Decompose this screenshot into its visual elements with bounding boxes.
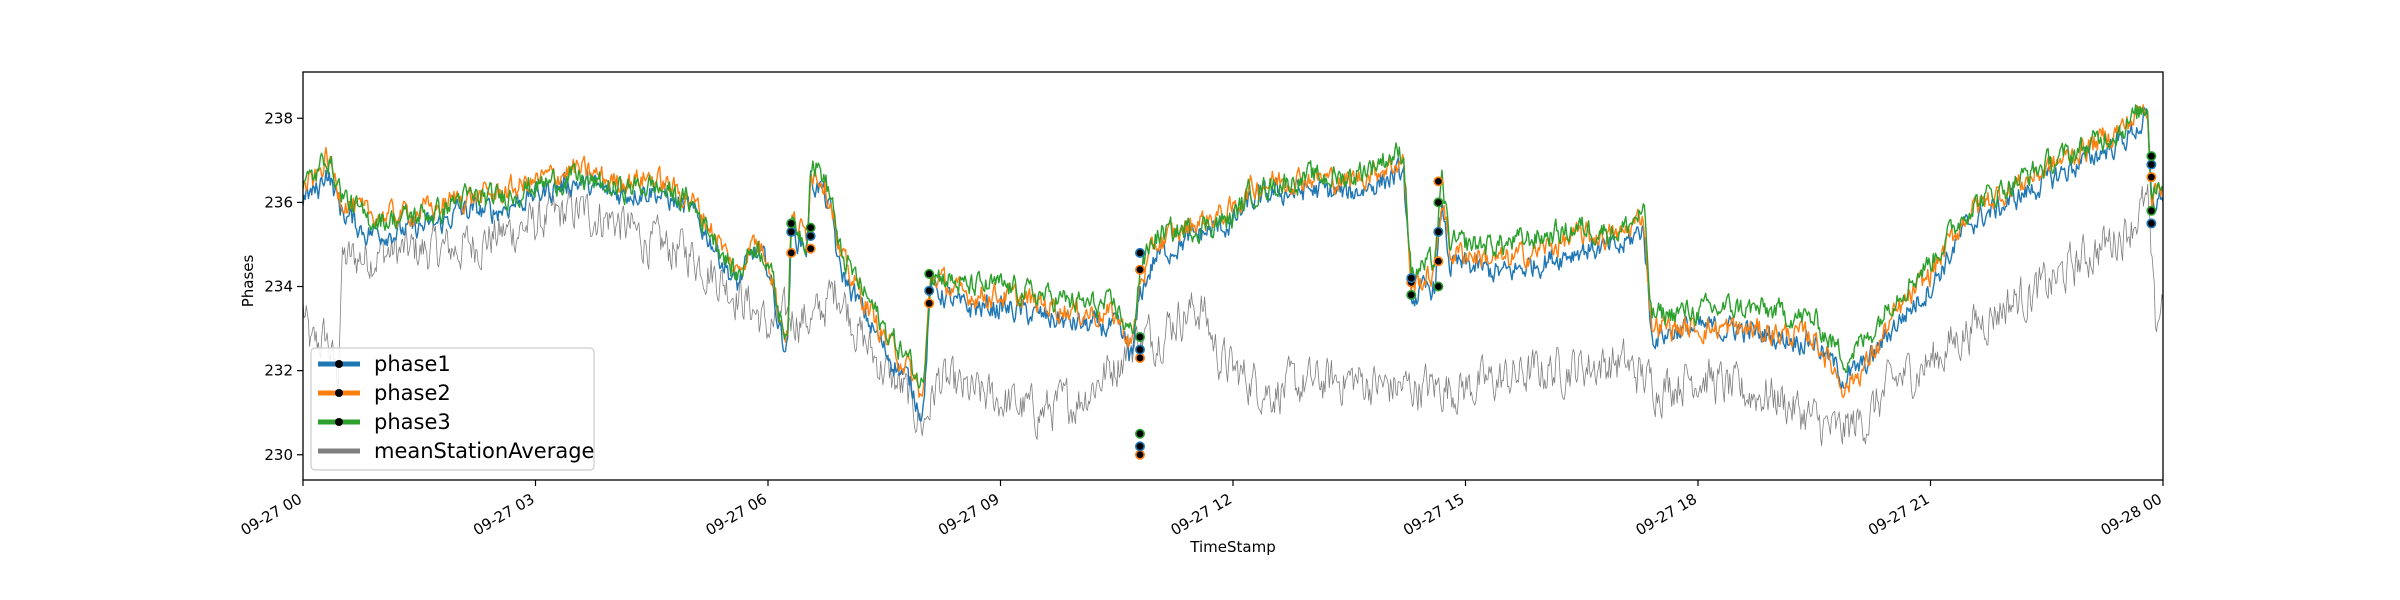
- event-marker: [1135, 441, 1146, 452]
- legend: phase1 phase2 phase3 meanStationAverage: [310, 347, 595, 471]
- y-tick-label: 238: [264, 109, 293, 127]
- legend-label-phase2: phase2: [374, 381, 451, 405]
- x-tick-label: 09-27 15: [1400, 490, 1467, 539]
- event-marker: [786, 218, 797, 229]
- event-marker: [1433, 176, 1444, 187]
- series-line-meanStationAverage: [303, 183, 2163, 447]
- x-tick-label: 09-27 06: [703, 490, 770, 539]
- series-line-phase2: [303, 104, 2163, 399]
- event-marker: [1433, 281, 1444, 292]
- x-tick-label: 09-27 18: [1633, 490, 1700, 539]
- axis-ticks: 230 232 234 236 238 09-27 00 09-27 03 09-27 06 0…: [238, 109, 2165, 539]
- event-marker: [1433, 226, 1444, 237]
- legend-marker-phase3: [335, 418, 343, 426]
- event-marker: [1135, 353, 1146, 364]
- event-marker: [805, 243, 816, 254]
- legend-label-meanStationAverage: meanStationAverage: [374, 439, 594, 463]
- legend-label-phase1: phase1: [374, 352, 451, 376]
- event-marker: [2146, 205, 2157, 216]
- event-marker: [805, 222, 816, 233]
- legend-label-phase3: phase3: [374, 410, 451, 434]
- event-marker: [924, 285, 935, 296]
- event-marker: [1433, 256, 1444, 267]
- event-marker: [1135, 331, 1146, 342]
- legend-box: [310, 347, 595, 471]
- event-marker: [1135, 428, 1146, 439]
- y-axis-label: Phases: [239, 255, 257, 308]
- legend-marker-phase1: [335, 360, 343, 368]
- y-tick-label: 232: [264, 362, 293, 380]
- x-tick-label: 09-28 00: [2098, 490, 2165, 539]
- event-marker: [924, 268, 935, 279]
- plot-frame: [302, 71, 2164, 481]
- event-marker: [2146, 151, 2157, 162]
- event-marker: [1406, 289, 1417, 300]
- y-tick-label: 234: [264, 278, 293, 296]
- event-marker: [1135, 449, 1146, 460]
- event-marker: [1433, 197, 1444, 208]
- event-marker: [1135, 247, 1146, 258]
- y-tick-label: 236: [264, 193, 293, 211]
- x-tick-label: 09-27 09: [935, 490, 1002, 539]
- event-marker: [805, 231, 816, 242]
- x-tick-label: 09-27 00: [238, 490, 305, 539]
- event-marker: [786, 226, 797, 237]
- event-marker: [2146, 172, 2157, 183]
- x-axis-label: TimeStamp: [1189, 538, 1275, 556]
- x-tick-label: 09-27 21: [1865, 490, 1932, 539]
- event-marker: [2146, 218, 2157, 229]
- event-marker: [1135, 344, 1146, 355]
- x-tick-label: 09-27 03: [470, 490, 537, 539]
- event-marker: [2146, 159, 2157, 170]
- plot-area: [303, 104, 2163, 460]
- event-marker: [924, 298, 935, 309]
- event-marker: [1135, 264, 1146, 275]
- event-marker: [786, 247, 797, 258]
- y-tick-label: 230: [264, 446, 293, 464]
- series-line-phase3: [303, 104, 2163, 389]
- x-tick-label: 09-27 12: [1168, 490, 1235, 539]
- legend-marker-phase2: [335, 389, 343, 397]
- event-marker: [1406, 273, 1417, 284]
- y-axis-label-group: Phases: [239, 255, 257, 308]
